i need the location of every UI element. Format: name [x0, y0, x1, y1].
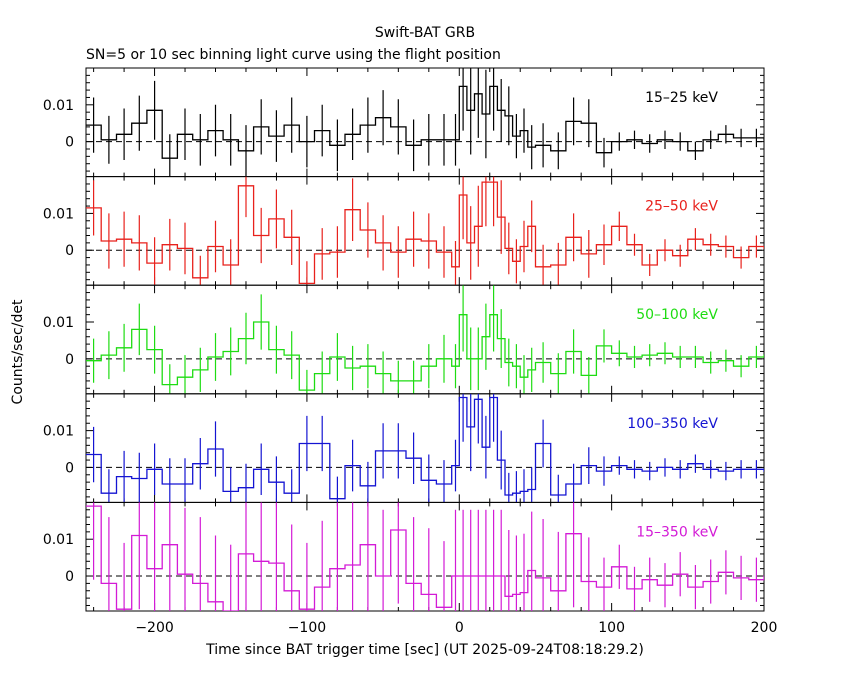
- x-tick-label: −100: [288, 620, 326, 636]
- step-line: [86, 85, 764, 159]
- panel-4: 0 0.01 100–350 keV: [43, 393, 765, 503]
- series-5: [86, 502, 764, 611]
- chart-title: Swift-BAT GRB: [375, 25, 475, 41]
- x-tick-labels: −200 −100 0 100 200: [135, 620, 777, 636]
- series-2: [86, 176, 764, 286]
- x-tick-label: 200: [751, 620, 778, 636]
- panel-3: 0 0.01 50–100 keV: [43, 284, 765, 395]
- x-tick-label: −200: [135, 620, 173, 636]
- y-axis-label: Counts/sec/det: [10, 299, 26, 404]
- series-3: [86, 285, 764, 394]
- step-line: [86, 314, 764, 391]
- y-tick-label: 0: [65, 243, 74, 259]
- band-label: 100–350 keV: [627, 416, 718, 432]
- band-label: 15–25 keV: [645, 90, 718, 106]
- panel-1: 0 0.01 15–25 keV: [43, 67, 765, 178]
- y-tick-label: 0.01: [43, 315, 74, 331]
- panels-group: 0 0.01 15–25 keV 0 0.01 25–50 keV 0 0.01 50–100 …: [43, 67, 765, 612]
- y-tick-label: 0: [65, 352, 74, 368]
- panel-frame: [85, 176, 765, 286]
- step-line: [86, 505, 764, 611]
- chart-subtitle: SN=5 or 10 sec binning light curve using…: [86, 47, 501, 63]
- y-tick-label: 0: [65, 569, 74, 585]
- step-line: [86, 181, 764, 285]
- y-tick-label: 0: [65, 460, 74, 476]
- y-tick-label: 0.01: [43, 98, 74, 114]
- panel-frame: [85, 67, 765, 178]
- x-axis-label: Time since BAT trigger time [sec] (UT 20…: [205, 642, 644, 658]
- y-tick-label: 0.01: [43, 206, 74, 222]
- panel-frame: [85, 501, 765, 612]
- step-line: [86, 396, 764, 500]
- y-tick-label: 0: [65, 135, 74, 151]
- y-tick-label: 0.01: [43, 424, 74, 440]
- panel-5: 0 0.01 15–350 keV: [43, 501, 765, 612]
- panel-2: 0 0.01 25–50 keV: [43, 176, 765, 286]
- x-tick-label: 0: [455, 620, 464, 636]
- panel-frame: [85, 393, 765, 503]
- series-1: [86, 68, 764, 177]
- y-tick-label: 0.01: [43, 532, 74, 548]
- band-label: 25–50 keV: [645, 199, 718, 215]
- series-4: [86, 393, 764, 503]
- x-tick-label: 100: [598, 620, 625, 636]
- band-label: 50–100 keV: [636, 307, 718, 323]
- band-label: 15–350 keV: [636, 524, 718, 540]
